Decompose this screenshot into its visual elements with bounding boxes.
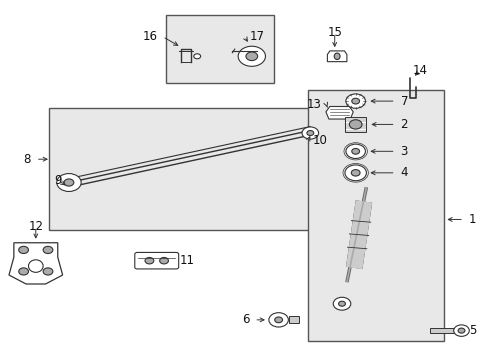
Text: 12: 12 bbox=[28, 220, 43, 233]
Circle shape bbox=[453, 325, 468, 336]
Bar bbox=[307, 90, 444, 341]
Circle shape bbox=[274, 317, 282, 323]
Polygon shape bbox=[327, 51, 346, 62]
Text: 4: 4 bbox=[400, 166, 407, 179]
Circle shape bbox=[19, 268, 28, 275]
Circle shape bbox=[64, 179, 74, 186]
Circle shape bbox=[351, 98, 359, 104]
Text: 3: 3 bbox=[400, 145, 407, 158]
Text: 10: 10 bbox=[312, 134, 327, 147]
Circle shape bbox=[345, 144, 365, 158]
Circle shape bbox=[344, 165, 366, 181]
Text: 17: 17 bbox=[249, 30, 264, 43]
Text: 15: 15 bbox=[326, 27, 342, 40]
Circle shape bbox=[245, 52, 257, 60]
Circle shape bbox=[43, 246, 53, 253]
Circle shape bbox=[351, 148, 359, 154]
Text: 1: 1 bbox=[468, 213, 475, 226]
Ellipse shape bbox=[28, 260, 43, 273]
Circle shape bbox=[345, 94, 365, 108]
Circle shape bbox=[457, 328, 464, 333]
Text: 16: 16 bbox=[142, 30, 158, 43]
Text: 14: 14 bbox=[412, 64, 427, 77]
Text: 7: 7 bbox=[400, 95, 407, 108]
Circle shape bbox=[348, 120, 361, 129]
Text: 2: 2 bbox=[400, 118, 407, 131]
Bar bbox=[289, 316, 299, 323]
Bar bbox=[344, 117, 366, 132]
FancyBboxPatch shape bbox=[135, 252, 178, 269]
Circle shape bbox=[306, 131, 313, 135]
Bar bbox=[166, 15, 273, 83]
Circle shape bbox=[238, 46, 265, 66]
Circle shape bbox=[145, 257, 154, 264]
Circle shape bbox=[57, 174, 81, 192]
Circle shape bbox=[332, 297, 350, 310]
Polygon shape bbox=[325, 107, 352, 119]
Circle shape bbox=[350, 170, 359, 176]
Bar bbox=[429, 328, 458, 333]
Text: 11: 11 bbox=[180, 254, 195, 267]
Circle shape bbox=[43, 268, 53, 275]
Circle shape bbox=[268, 313, 288, 327]
Circle shape bbox=[159, 257, 168, 264]
Text: 8: 8 bbox=[23, 153, 31, 166]
Text: 9: 9 bbox=[54, 174, 62, 186]
Bar bbox=[49, 108, 322, 230]
Circle shape bbox=[19, 246, 28, 253]
Circle shape bbox=[338, 301, 345, 306]
Ellipse shape bbox=[333, 53, 339, 59]
Circle shape bbox=[193, 54, 200, 59]
Circle shape bbox=[302, 127, 318, 139]
Polygon shape bbox=[9, 243, 62, 284]
Text: 13: 13 bbox=[306, 98, 321, 111]
Text: 6: 6 bbox=[242, 313, 249, 327]
Text: 5: 5 bbox=[468, 324, 475, 337]
